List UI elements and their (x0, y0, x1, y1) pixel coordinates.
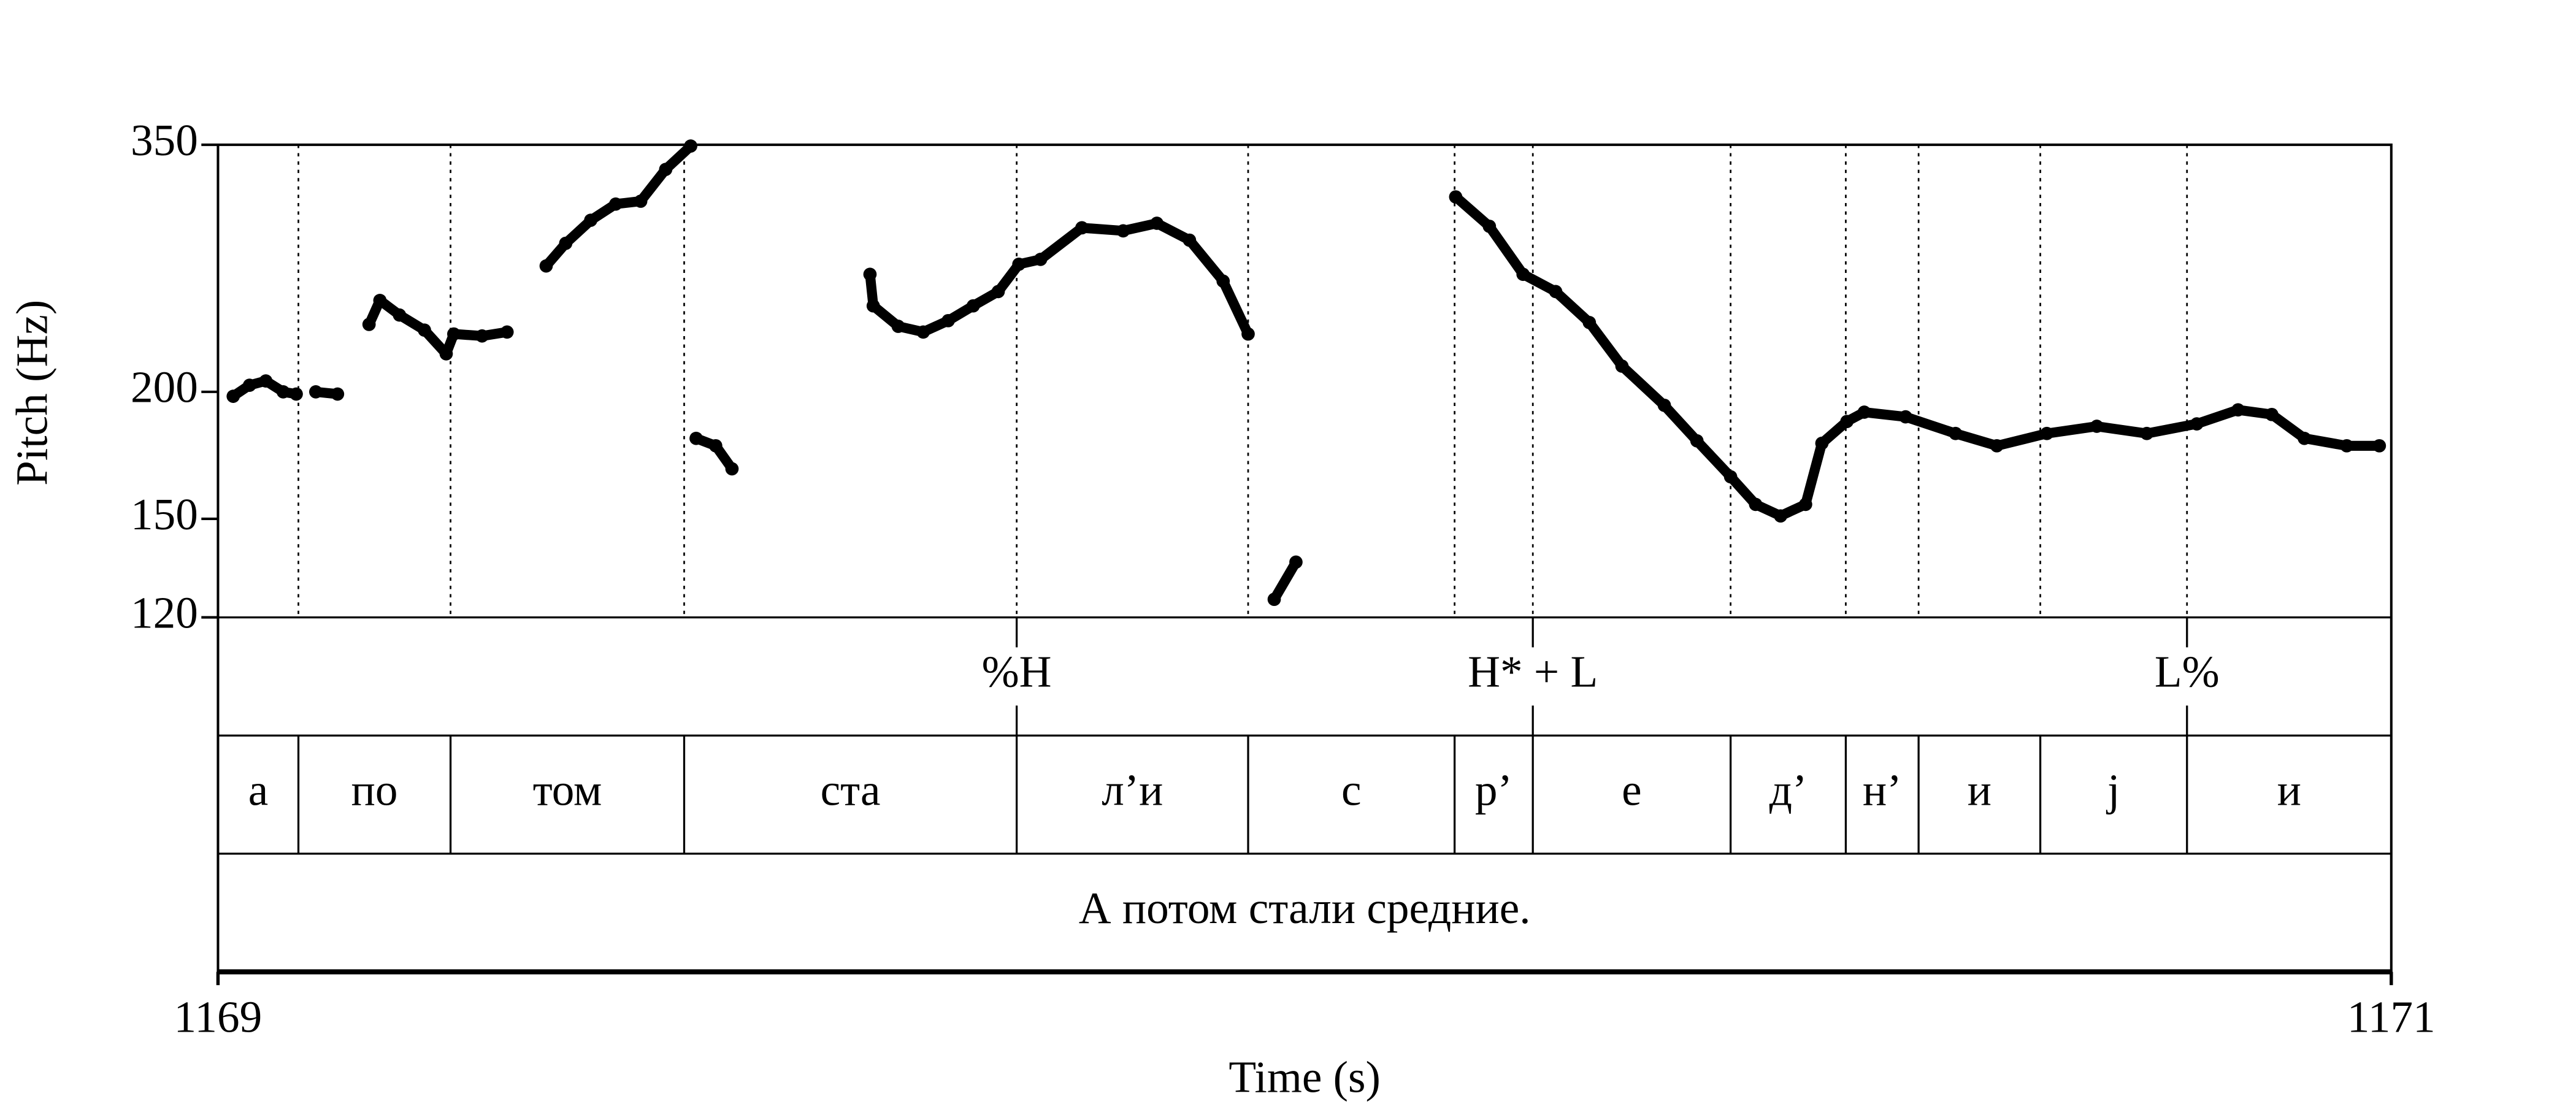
pitch-point (2231, 403, 2245, 417)
segment-label: е (1622, 765, 1642, 815)
pitch-point (1267, 592, 1281, 607)
pitch-point (226, 389, 240, 403)
pitch-point (362, 318, 376, 331)
pitch-contour (228, 141, 2385, 605)
pitch-point (584, 213, 597, 227)
pitch-point (684, 139, 697, 153)
pitch-point (2265, 407, 2279, 421)
pitch-point (1990, 439, 2004, 453)
segment-label: по (351, 765, 398, 815)
y-axis-label: Pitch (Hz) (7, 300, 57, 486)
pitch-point (1840, 415, 1854, 429)
pitch-point (1657, 398, 1671, 412)
pitch-point (447, 327, 461, 341)
y-tick-label: 200 (131, 362, 198, 412)
pitch-point (1116, 224, 1130, 238)
pitch-point (289, 387, 303, 401)
x-tick-label: 1169 (174, 992, 263, 1042)
y-tick-label: 120 (131, 588, 198, 637)
pitch-point (331, 387, 345, 401)
pitch-point (1183, 233, 1197, 247)
tone-label: L% (2155, 647, 2220, 697)
pitch-point (393, 308, 407, 322)
pitch-point (2298, 431, 2311, 445)
pitch-point (634, 194, 648, 208)
pitch-point (2372, 439, 2386, 453)
pitch-point (1033, 252, 1048, 266)
pitch-point (475, 329, 489, 343)
pitch-point (866, 299, 880, 313)
pitch-point (966, 299, 980, 313)
pitch-point (1216, 274, 1230, 288)
y-tick-label: 350 (131, 115, 198, 165)
pitch-point (242, 378, 256, 393)
pitch-point (1815, 436, 1829, 450)
pitch-point (891, 320, 905, 333)
pitch-point (439, 347, 453, 361)
pitch-point (725, 462, 739, 476)
pitch-point (1150, 217, 1164, 230)
segment-label: j (2106, 765, 2120, 815)
pitch-point (1012, 258, 1026, 271)
segment-label: а (248, 765, 269, 815)
pitch-point (1289, 555, 1303, 569)
word-label: А потом стали средние. (1079, 883, 1531, 933)
pitch-point (259, 374, 273, 388)
pitch-point (1949, 426, 1963, 440)
x-axis-label: Time (s) (1229, 1052, 1381, 1102)
pitch-point (1799, 497, 1812, 512)
pitch-point (1241, 327, 1255, 341)
pitch-point (373, 294, 387, 307)
pitch-point (1899, 410, 1912, 424)
pitch-point (500, 325, 514, 339)
pitch-point (689, 431, 703, 445)
pitch-point (1690, 434, 1704, 448)
pitch-point (1723, 470, 1738, 484)
segment-label: и (1968, 765, 1991, 815)
pitch-point (709, 439, 723, 453)
segment-label: ста (821, 765, 881, 815)
pitch-point (659, 163, 673, 177)
pitch-point (1549, 285, 1563, 299)
tone-label: %H (982, 647, 1052, 697)
pitch-point (609, 197, 623, 211)
y-tick-label: 150 (131, 489, 198, 539)
pitch-point (1482, 220, 1497, 233)
pitch-point (1774, 509, 1787, 523)
pitch-point (2340, 439, 2354, 453)
pitch-point (1516, 267, 1530, 282)
segment-label: н’ (1863, 765, 1902, 815)
pitch-point (559, 236, 573, 250)
pitch-point (1449, 190, 1463, 204)
pitch-point (1857, 405, 1871, 419)
pitch-point (916, 325, 930, 339)
segment-label: и (2277, 765, 2301, 815)
pitch-point (991, 285, 1005, 299)
x-tick-label: 1171 (2347, 992, 2436, 1042)
pitch-point (2140, 426, 2154, 440)
segment-label: д’ (1769, 765, 1807, 815)
pitch-point (2190, 417, 2204, 431)
pitch-point (1615, 359, 1629, 373)
pitch-point (1749, 497, 1763, 512)
segment-label: р’ (1475, 765, 1512, 815)
pitch-point (863, 267, 877, 282)
pitch-point (941, 313, 955, 328)
pitch-point (1075, 221, 1089, 235)
pitch-point (276, 385, 290, 399)
pitch-point (539, 259, 553, 273)
pitch-point (1582, 316, 1597, 329)
pitch-point (2040, 426, 2054, 440)
segment-label: л’и (1102, 765, 1163, 815)
segment-label: том (533, 765, 602, 815)
pitch-point (309, 385, 323, 399)
pitch-point (418, 323, 431, 337)
tone-label: H* + L (1468, 647, 1598, 697)
pitch-point (2090, 420, 2104, 433)
segment-label: с (1341, 765, 1362, 815)
